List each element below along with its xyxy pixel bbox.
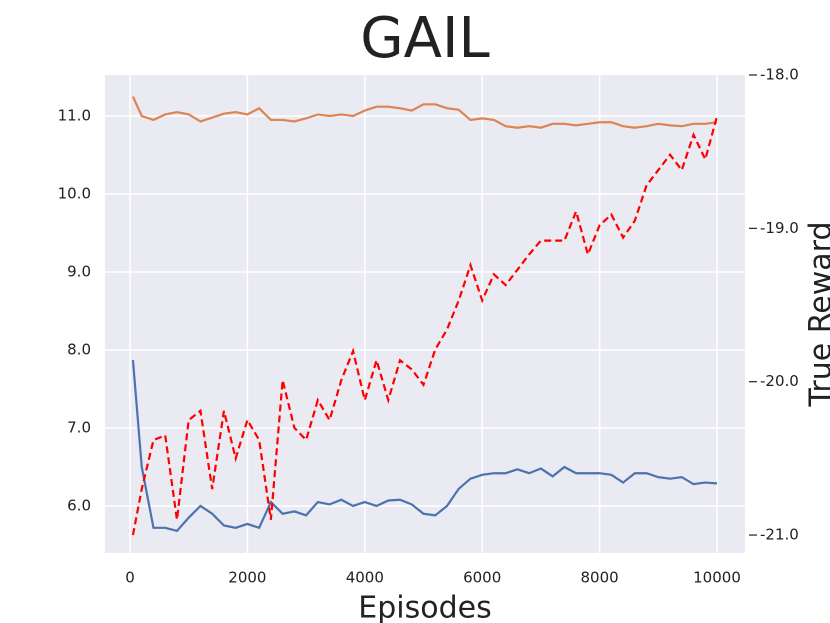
y2-tick-label: -20.0 — [760, 372, 799, 390]
y-tick-label: 7.0 — [67, 418, 91, 436]
chart-title: GAIL — [360, 6, 489, 71]
x-tick-label: 4000 — [346, 569, 384, 587]
x-tick-label: 10000 — [693, 569, 741, 587]
x-axis-label: Episodes — [358, 591, 491, 623]
y-tick-label: 10.0 — [58, 185, 91, 203]
y-tick-label: 11.0 — [58, 107, 91, 125]
y-tick-label: 8.0 — [67, 340, 91, 358]
y2-tick-label: -19.0 — [760, 219, 799, 237]
y-tick-label: 6.0 — [67, 496, 91, 514]
y2-tick-label: -18.0 — [760, 66, 799, 84]
data-line — [131, 360, 718, 533]
y2-tick-label: -21.0 — [760, 526, 799, 544]
x-tick-label: 6000 — [463, 569, 501, 587]
y2-axis-label: True Reward — [804, 222, 830, 408]
x-tick-label: 2000 — [228, 569, 266, 587]
data-line — [131, 96, 718, 129]
y-tick-label: 9.0 — [67, 263, 91, 281]
data-line — [131, 116, 719, 536]
x-tick-label: 8000 — [581, 569, 619, 587]
plot-area — [105, 75, 745, 553]
x-tick-label: 0 — [125, 569, 135, 587]
